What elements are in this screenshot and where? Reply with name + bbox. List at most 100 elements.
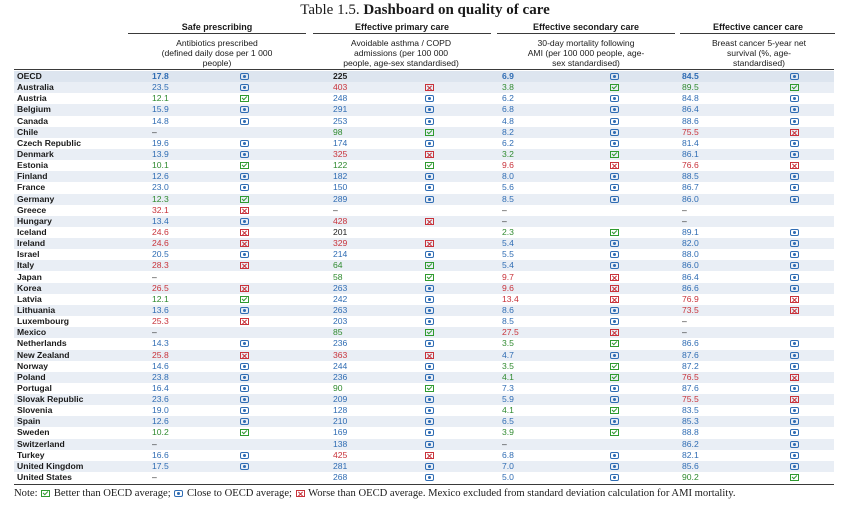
indicator-value: 16.4 [152,382,169,393]
table-row: Portugal 16.4 90 7.3 87.6 [14,383,834,394]
circle-dot-icon [790,429,799,437]
indicator-value: 86.1 [682,148,699,159]
country-name: Belgium [17,104,51,115]
cross-box-icon [790,306,799,314]
indicator-value: – [502,204,507,215]
circle-dot-icon [790,451,799,459]
cross-box-icon [610,295,619,303]
check-box-icon [240,295,249,303]
circle-dot-icon [610,195,619,203]
indicator-value: 3.2 [502,148,514,159]
indicator-value: 86.0 [682,193,699,204]
cross-box-icon [790,128,799,136]
check-box-icon [425,273,434,281]
country-name: France [17,182,46,193]
indicator-value: 25.3 [152,316,169,327]
country-name: Denmark [17,148,54,159]
circle-dot-icon [240,150,249,158]
indicator-value: 3.5 [502,360,514,371]
country-name: Australia [17,82,54,93]
indicator-value: 325 [333,148,348,159]
indicator-value: 24.6 [152,226,169,237]
indicator-value: 23.6 [152,394,169,405]
circle-dot-icon [240,418,249,426]
check-box-icon [610,150,619,158]
table-note: Note: Better than OECD average; Close to… [14,488,844,500]
indicator-value: 27.5 [502,327,519,338]
circle-dot-icon [240,184,249,192]
note-prefix: Note: [14,488,38,499]
circle-dot-icon [790,340,799,348]
circle-dot-icon [425,396,434,404]
circle-dot-icon [240,340,249,348]
circle-dot-icon [240,396,249,404]
country-name: Norway [17,360,49,371]
indicator-value: 8.2 [502,126,514,137]
circle-dot-icon [425,462,434,470]
table-row: Korea 26.5 263 9.6 86.6 [14,282,834,294]
circle-dot-icon [790,117,799,125]
table-row: Estonia 10.1 122 9.6 76.6 [14,160,834,171]
circle-dot-icon [790,228,799,236]
cross-box-icon [610,273,619,281]
cross-box-icon [425,451,434,459]
check-box-icon [425,329,434,337]
indicator-value: 12.1 [152,293,169,304]
circle-dot-icon [425,173,434,181]
circle-dot-icon [610,117,619,125]
indicator-ami-mortality: 30-day mortality following AMI (per 100 … [527,38,645,68]
indicator-value: 23.8 [152,371,169,382]
indicator-value: 201 [333,226,348,237]
country-name: Chile [17,126,39,137]
indicator-value: 98 [333,126,343,137]
table-row: Israel 20.5 214 5.5 88.0 [14,249,834,260]
indicator-value: 203 [333,316,348,327]
indicator-value: 14.3 [152,338,169,349]
note-better: Better than OECD average; [53,488,171,499]
check-box-icon [610,340,619,348]
cross-box-icon [425,240,434,248]
table-row: Austria 12.1 248 6.2 84.8 [14,93,834,104]
table-row: Spain 12.6 210 6.5 85.3 [14,416,834,428]
circle-dot-icon [790,73,799,80]
indicator-value: 209 [333,394,348,405]
table-row: Slovak Republic 23.6 209 5.9 75.5 [14,394,834,406]
cross-box-icon [790,295,799,303]
indicator-value: 281 [333,460,348,471]
indicator-value: 248 [333,93,348,104]
cross-box-icon [240,262,249,270]
indicator-value: 12.6 [152,416,169,427]
check-box-icon [240,195,249,203]
indicator-value: 24.6 [152,238,169,249]
table-row: Netherlands 14.3 236 3.5 86.6 [14,338,834,349]
circle-dot-icon [240,139,249,147]
circle-dot-icon [610,128,619,136]
group-rule [680,33,835,34]
indicator-value: 17.8 [152,71,169,81]
check-box-icon [240,95,249,103]
circle-dot-icon [240,362,249,370]
circle-dot-icon [240,117,249,125]
header-rule [14,69,834,70]
indicator-value: 10.1 [152,160,169,171]
circle-dot-icon [425,117,434,125]
indicator-value: 19.0 [152,405,169,416]
indicator-value: 88.6 [682,115,699,126]
indicator-value: 13.4 [502,293,519,304]
circle-dot-icon [425,139,434,147]
circle-dot-icon [240,106,249,114]
indicator-value: 82.0 [682,238,699,249]
circle-dot-icon [610,462,619,470]
indicator-value: 214 [333,249,348,260]
country-name: Hungary [17,215,52,226]
indicator-value: 86.4 [682,271,699,282]
indicator-value: 76.5 [682,371,699,382]
table-row: Italy 28.3 64 5.4 86.0 [14,260,834,272]
cross-box-icon [240,240,249,248]
table-row: Greece 32.1 – – – [14,205,834,216]
check-box-icon [240,429,249,437]
circle-dot-icon [425,318,434,326]
country-name: Luxembourg [17,316,70,327]
indicator-value: 28.3 [152,260,169,271]
table-row: Hungary 13.4 428 – – [14,215,834,227]
